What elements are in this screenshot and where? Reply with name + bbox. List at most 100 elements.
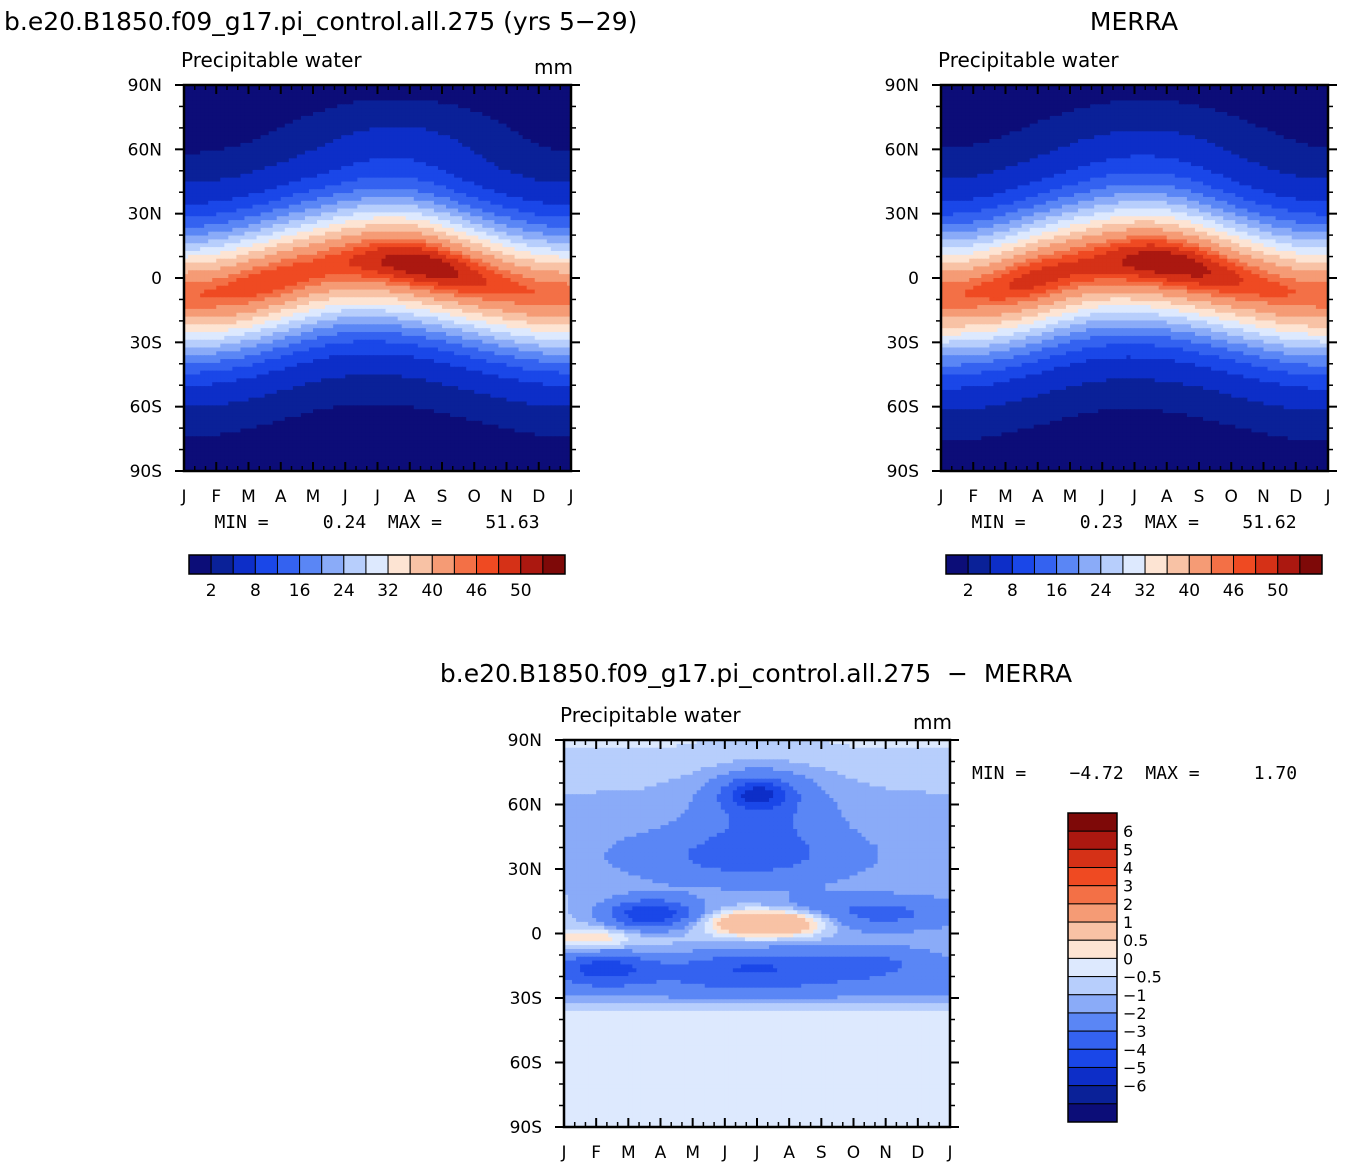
contour-cell [260,85,266,90]
contour-cell [236,235,242,240]
contour-cell [494,115,500,121]
contour-cell [184,223,189,229]
contour-cell [264,88,270,94]
contour-cell [248,169,254,175]
contour-cell [313,196,318,202]
contour-cell [494,227,500,233]
contour-cell [490,100,496,105]
contour-cell [204,112,209,117]
contour-cell [389,189,395,194]
contour-cell [304,189,310,194]
contour-cell [405,154,411,159]
contour-cell [554,154,560,159]
contour-cell [562,266,568,271]
contour-cell [550,166,556,171]
contour-cell [562,278,568,283]
contour-cell [530,235,536,240]
contour-cell [522,123,528,129]
contour-cell [393,200,399,206]
contour-cell [514,185,520,190]
contour-cell [566,92,571,98]
contour-cell [248,247,254,252]
contour-cell [292,119,298,125]
contour-cell [325,131,330,136]
contour-cell [474,142,479,148]
contour-cell [220,200,225,206]
contour-cell [425,247,431,252]
contour-cell [421,200,427,206]
contour-cell [490,169,496,175]
contour-cell [486,262,491,268]
contour-cell [357,266,362,271]
contour-cell [353,131,358,136]
contour-cell [268,189,274,194]
contour-cell [425,274,431,279]
contour-cell [240,169,246,175]
contour-cell [252,146,258,152]
contour-cell [248,135,254,140]
contour-cell [308,115,314,121]
contour-cell [268,223,274,229]
contour-cell [417,235,423,240]
contour-cell [550,250,556,256]
contour-cell [486,146,491,152]
contour-cell [313,135,318,140]
contour-cell [502,212,508,217]
contour-cell [361,139,367,144]
contour-cell [413,181,419,186]
contour-cell [397,281,403,287]
contour-cell [256,243,262,248]
contour-cell [224,173,229,179]
contour-cell [244,258,250,264]
contour-cell [534,278,540,283]
contour-cell [377,216,383,221]
contour-cell [349,266,354,271]
contour-cell [308,220,314,225]
contour-cell [425,166,431,171]
contour-cell [349,154,354,159]
contour-cell [357,173,362,179]
contour-cell [409,88,415,94]
contour-cell [272,158,278,163]
contour-cell [296,212,302,217]
contour-cell [220,189,225,194]
contour-cell [530,223,536,229]
contour-cell [526,266,532,271]
contour-cell [510,115,516,121]
contour-cell [244,146,250,152]
contour-cell [429,112,435,117]
contour-cell [329,239,334,244]
contour-cell [442,146,447,152]
contour-cell [530,208,536,213]
contour-cell [409,223,415,229]
contour-cell [530,96,536,102]
contour-cell [542,262,548,268]
contour-cell [345,258,350,264]
contour-cell [446,266,451,271]
contour-cell [514,250,520,256]
contour-cell [321,150,326,156]
contour-cell [546,243,552,248]
contour-cell [365,166,371,171]
contour-cell [321,158,326,163]
contour-cell [534,88,540,94]
contour-cell [562,181,568,186]
contour-cell [417,119,423,125]
contour-cell [458,112,463,117]
contour-cell [502,123,508,129]
contour-cell [470,266,475,271]
contour-cell [369,85,375,90]
contour-cell [506,169,512,175]
contour-cell [216,193,221,198]
contour-cell [321,189,326,194]
contour-cell [244,239,250,244]
contour-cell [333,254,338,260]
contour-cell [353,127,358,132]
contour-cell [417,185,423,190]
contour-cell [442,196,447,202]
contour-cell [474,258,479,264]
contour-cell [325,204,330,210]
contour-cell [470,135,475,140]
contour-cell [526,278,532,283]
contour-cell [433,227,439,233]
